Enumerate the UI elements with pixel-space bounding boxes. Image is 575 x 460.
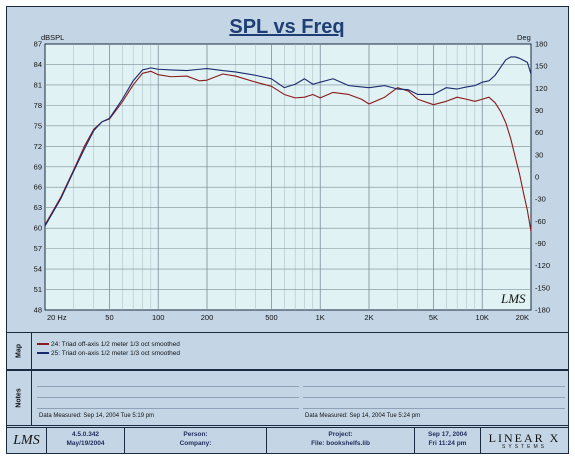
- y-tick-label: 78: [34, 101, 42, 110]
- plot-area: [44, 43, 532, 311]
- note-line: [37, 397, 299, 398]
- chart-title: SPL vs Freq: [229, 16, 344, 38]
- x-tick-label: 100: [152, 313, 165, 322]
- y2-tick-label: -120: [535, 261, 550, 270]
- legend-label-on-axis: 25: Triad on-axis 1/2 meter 1/3 oct smoo…: [51, 350, 180, 357]
- y-tick-label: 54: [34, 265, 42, 274]
- y-right-unit-label: Deg: [517, 33, 531, 42]
- legend-item-on-axis: 25: Triad on-axis 1/2 meter 1/3 oct smoo…: [37, 350, 180, 357]
- note-line: [303, 408, 565, 409]
- y2-tick-label: 180: [535, 40, 548, 49]
- y-left-unit-label: dBSPL: [41, 33, 64, 42]
- note-line: [37, 386, 299, 387]
- y-tick-label: 75: [34, 121, 42, 130]
- x-tick-label: 1K: [316, 313, 325, 322]
- x-tick-label: 2K: [364, 313, 373, 322]
- x-tick-label: 20 Hz: [47, 313, 67, 322]
- footer-project-cell: Project: File: bookshelfs.lib: [267, 428, 415, 453]
- y2-tick-label: 150: [535, 62, 548, 71]
- y-tick-label: 72: [34, 142, 42, 151]
- spl-vs-freq-chart: SPL vs Freq dBSPL Deg 48 51 54 57 60 63 66 69 72…: [34, 16, 550, 323]
- footer-date: Sep 17, 2004: [427, 431, 468, 438]
- y-tick-label: 63: [34, 203, 42, 212]
- footer-logo-cell: LMS: [7, 428, 47, 453]
- y2-tick-label: -180: [535, 306, 550, 315]
- y2-tick-label: -30: [535, 195, 546, 204]
- footer-version-date: May/19/2004: [66, 440, 105, 447]
- note-right: Data Measured: Sep 14, 2004 Tue 5:24 pm: [305, 413, 421, 419]
- footer-vendor-cell: LINEAR X SYSTEMS: [481, 428, 568, 453]
- y-tick-label: 51: [34, 285, 42, 294]
- footer-bar: LMS 4.5.0.342 May/19/2004 Person: Compan…: [6, 427, 569, 454]
- footer-logo: LMS: [13, 433, 40, 448]
- map-panel-label: Map: [7, 333, 32, 369]
- footer-person-cell: Person: Company:: [125, 428, 267, 453]
- footer-vendor-logo: LINEAR X: [488, 431, 561, 445]
- note-line: [303, 386, 565, 387]
- footer-version-cell: 4.5.0.342 May/19/2004: [47, 428, 125, 453]
- y2-tick-label: 0: [535, 173, 539, 182]
- y2-tick-label: -60: [535, 217, 546, 226]
- y-tick-label: 66: [34, 183, 42, 192]
- footer-time: Fri 11:24 pm: [428, 440, 467, 447]
- footer-company-label: Company:: [179, 440, 212, 447]
- grid-lines: [45, 44, 531, 310]
- y-tick-label: 87: [34, 40, 42, 49]
- notes-panel: Notes Data Measured: Sep 14, 2004 Tue 5:…: [6, 370, 569, 426]
- tick-labels: 48 51 54 57 60 63 66 69 72 75 78 81 84 87 -180 -150 -120…: [34, 40, 550, 323]
- legend-label-off-axis: 24: Triad off-axis 1/2 meter 1/3 oct smo…: [51, 341, 180, 348]
- note-line: [303, 397, 565, 398]
- footer-version: 4.5.0.342: [71, 431, 100, 438]
- footer-project-label: Project:: [328, 431, 353, 438]
- x-tick-label: 10K: [476, 313, 489, 322]
- x-tick-label: 500: [265, 313, 278, 322]
- x-tick-label: 200: [201, 313, 214, 322]
- note-line: [37, 408, 299, 409]
- legend-swatch-on-axis: [37, 352, 49, 355]
- notes-panel-label: Notes: [7, 371, 32, 425]
- y-tick-label: 69: [34, 162, 42, 171]
- y-tick-label: 57: [34, 244, 42, 253]
- lms-watermark: LMS: [500, 291, 526, 306]
- y2-tick-label: 90: [535, 106, 543, 115]
- y2-tick-label: 30: [535, 150, 543, 159]
- x-tick-label: 20K: [516, 313, 529, 322]
- y2-tick-label: -150: [535, 283, 550, 292]
- y-tick-label: 60: [34, 224, 42, 233]
- y-tick-label: 84: [34, 60, 42, 69]
- map-panel: Map 24: Triad off-axis 1/2 meter 1/3 oct…: [6, 332, 569, 370]
- y-tick-label: 48: [34, 306, 42, 315]
- footer-person-label: Person:: [183, 431, 208, 438]
- x-tick-label: 50: [105, 313, 113, 322]
- legend-item-off-axis: 24: Triad off-axis 1/2 meter 1/3 oct smo…: [37, 341, 180, 348]
- footer-file-label: File: bookshelfs.lib: [311, 440, 370, 447]
- x-tick-label: 5K: [429, 313, 438, 322]
- y2-tick-label: 60: [535, 128, 543, 137]
- series-line-on-axis: [44, 56, 532, 227]
- footer-date-cell: Sep 17, 2004 Fri 11:24 pm: [415, 428, 481, 453]
- note-left: Data Measured: Sep 14, 2004 Tue 5:19 pm: [39, 413, 155, 419]
- footer-vendor-sub: SYSTEMS: [502, 444, 547, 450]
- legend-swatch-off-axis: [37, 343, 49, 346]
- y2-tick-label: 120: [535, 84, 548, 93]
- series-lines: [44, 56, 532, 232]
- series-line-off-axis: [44, 70, 532, 232]
- y-tick-label: 81: [34, 80, 42, 89]
- y2-tick-label: -90: [535, 239, 546, 248]
